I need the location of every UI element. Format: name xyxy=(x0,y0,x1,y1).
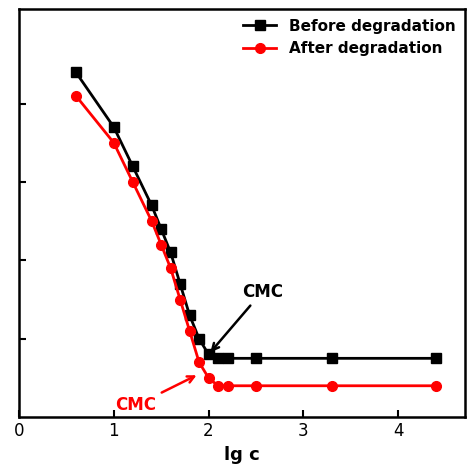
Line: After degradation: After degradation xyxy=(71,91,441,391)
Before degradation xyxy=(225,356,230,361)
Before degradation xyxy=(168,250,173,255)
Before degradation xyxy=(130,164,136,169)
After degradation xyxy=(329,383,335,389)
Line: Before degradation: Before degradation xyxy=(71,67,441,363)
After degradation xyxy=(253,383,259,389)
Before degradation xyxy=(196,336,202,342)
Before degradation xyxy=(215,356,221,361)
X-axis label: lg c: lg c xyxy=(224,446,260,464)
After degradation xyxy=(206,375,211,381)
After degradation xyxy=(111,140,117,146)
After degradation xyxy=(158,242,164,247)
Before degradation xyxy=(158,226,164,232)
Before degradation xyxy=(177,281,183,287)
After degradation xyxy=(433,383,439,389)
After degradation xyxy=(187,328,192,334)
After degradation xyxy=(168,265,173,271)
After degradation xyxy=(196,359,202,365)
After degradation xyxy=(130,179,136,185)
After degradation xyxy=(225,383,230,389)
After degradation xyxy=(149,219,155,224)
After degradation xyxy=(73,93,79,99)
Before degradation xyxy=(187,312,192,318)
Text: CMC: CMC xyxy=(116,376,194,414)
After degradation xyxy=(177,297,183,302)
Before degradation xyxy=(149,202,155,208)
Before degradation xyxy=(253,356,259,361)
Before degradation xyxy=(111,124,117,130)
Before degradation xyxy=(73,69,79,75)
Before degradation xyxy=(329,356,335,361)
After degradation xyxy=(215,383,221,389)
Text: CMC: CMC xyxy=(212,283,283,350)
Before degradation xyxy=(433,356,439,361)
Before degradation xyxy=(206,352,211,357)
Legend: Before degradation, After degradation: Before degradation, After degradation xyxy=(237,12,462,63)
